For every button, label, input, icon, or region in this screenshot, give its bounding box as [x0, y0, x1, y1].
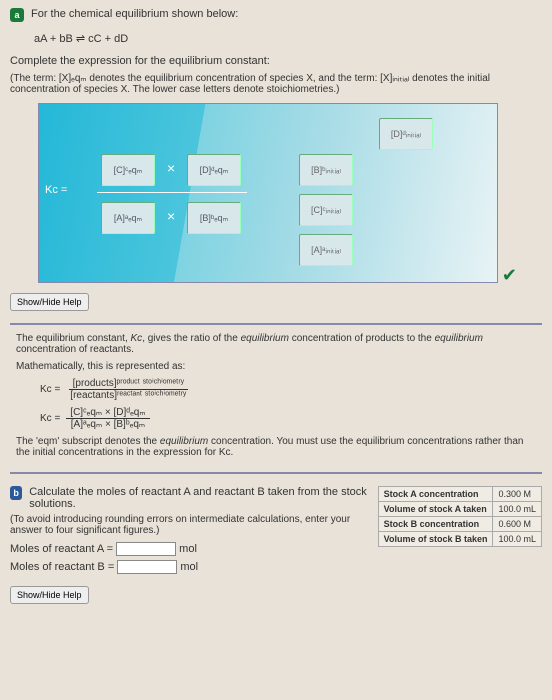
- kc-equals: Kc =: [40, 384, 60, 395]
- unit-label: mol: [180, 561, 198, 573]
- show-hide-help-button[interactable]: Show/Hide Help: [10, 586, 89, 604]
- tile-C-eqm[interactable]: [C]ᶜₑqₘ: [101, 154, 155, 186]
- show-hide-help-button[interactable]: Show/Hide Help: [10, 293, 89, 311]
- stock-table: Stock A concentration0.300 M Volume of s…: [378, 486, 542, 547]
- part-a-note: (The term: [X]ₑqₘ denotes the equilibriu…: [10, 73, 542, 95]
- em-equilibrium: equilibrium: [435, 333, 483, 344]
- table-cell: Volume of stock A taken: [378, 502, 493, 517]
- equation: aA + bB ⇌ cC + dD: [34, 32, 542, 45]
- part-a-prompt: For the chemical equilibrium shown below…: [31, 8, 238, 20]
- tile-B-eqm[interactable]: [B]ᵇₑqₘ: [187, 202, 241, 234]
- part-b-badge: b: [10, 486, 22, 500]
- expl-text: The equilibrium constant,: [16, 333, 131, 344]
- table-row: Stock A concentration0.300 M: [378, 487, 541, 502]
- expl-text: , gives the ratio of the: [142, 333, 240, 344]
- em-equilibrium: equilibrium: [241, 333, 289, 344]
- em-equilibrium: equilibrium: [160, 436, 208, 447]
- times-icon: ×: [167, 208, 175, 224]
- frac-den: [reactants]ʳᵉᵃᶜᵗᵃⁿᵗ ˢᵗᵒⁱᶜʰⁱᵒᵐᵉᵗʳʸ: [66, 390, 190, 401]
- kc-equals: Kc =: [40, 413, 60, 424]
- table-cell: Stock B concentration: [378, 517, 493, 532]
- table-cell: 0.600 M: [493, 517, 542, 532]
- table-cell: Volume of stock B taken: [378, 532, 493, 547]
- kc-label: Kc =: [45, 184, 67, 196]
- frac-den: [A]ᵃₑqₘ × [B]ᵇₑqₘ: [67, 419, 149, 430]
- table-row: Stock B concentration0.600 M: [378, 517, 541, 532]
- checkmark-icon: ✔: [502, 265, 517, 286]
- frac-num: [C]ᶜₑqₘ × [D]ᵈₑqₘ: [66, 407, 149, 419]
- tile-D-eqm[interactable]: [D]ᵈₑqₘ: [187, 154, 241, 186]
- fraction-bar: [97, 192, 247, 193]
- part-b-note: (To avoid introducing rounding errors on…: [10, 514, 368, 536]
- unit-label: mol: [179, 543, 197, 555]
- times-icon: ×: [167, 160, 175, 176]
- moles-b-input[interactable]: [117, 560, 177, 574]
- moles-a-input[interactable]: [116, 542, 176, 556]
- expl-text: The 'eqm' subscript denotes the: [16, 436, 160, 447]
- expl-math-intro: Mathematically, this is represented as:: [16, 361, 536, 372]
- moles-b-label: Moles of reactant B =: [10, 561, 114, 573]
- table-row: Volume of stock B taken100.0 mL: [378, 532, 541, 547]
- table-row: Volume of stock A taken100.0 mL: [378, 502, 541, 517]
- part-a-instruction: Complete the expression for the equilibr…: [10, 55, 542, 67]
- moles-a-label: Moles of reactant A =: [10, 543, 113, 555]
- frac-num: [products]ᵖʳᵒᵈᵘᶜᵗ ˢᵗᵒⁱᶜʰⁱᵒᵐᵉᵗʳʸ: [69, 378, 188, 390]
- tile-B-initial[interactable]: [B]ᵇᵢₙᵢₜᵢₐₗ: [299, 154, 353, 186]
- part-a-badge: a: [10, 8, 24, 22]
- equilibrium-workarea: Kc = [C]ᶜₑqₘ × [D]ᵈₑqₘ [A]ᵃₑqₘ × [B]ᵇₑqₘ…: [38, 103, 498, 283]
- part-b-prompt: Calculate the moles of reactant A and re…: [29, 486, 367, 510]
- tile-A-eqm[interactable]: [A]ᵃₑqₘ: [101, 202, 155, 234]
- expl-text: concentration of products to the: [289, 333, 435, 344]
- tile-C-initial[interactable]: [C]ᶜᵢₙᵢₜᵢₐₗ: [299, 194, 353, 226]
- expl-text: concentration of reactants.: [16, 344, 134, 355]
- table-cell: 100.0 mL: [493, 502, 542, 517]
- table-cell: 100.0 mL: [493, 532, 542, 547]
- tile-D-initial[interactable]: [D]ᵈᵢₙᵢₜᵢₐₗ: [379, 118, 433, 150]
- explanation-box: The equilibrium constant, Kc, gives the …: [10, 323, 542, 474]
- table-cell: 0.300 M: [493, 487, 542, 502]
- kc-italic: Kc: [131, 333, 143, 344]
- tile-A-initial[interactable]: [A]ᵃᵢₙᵢₜᵢₐₗ: [299, 234, 353, 266]
- table-cell: Stock A concentration: [378, 487, 493, 502]
